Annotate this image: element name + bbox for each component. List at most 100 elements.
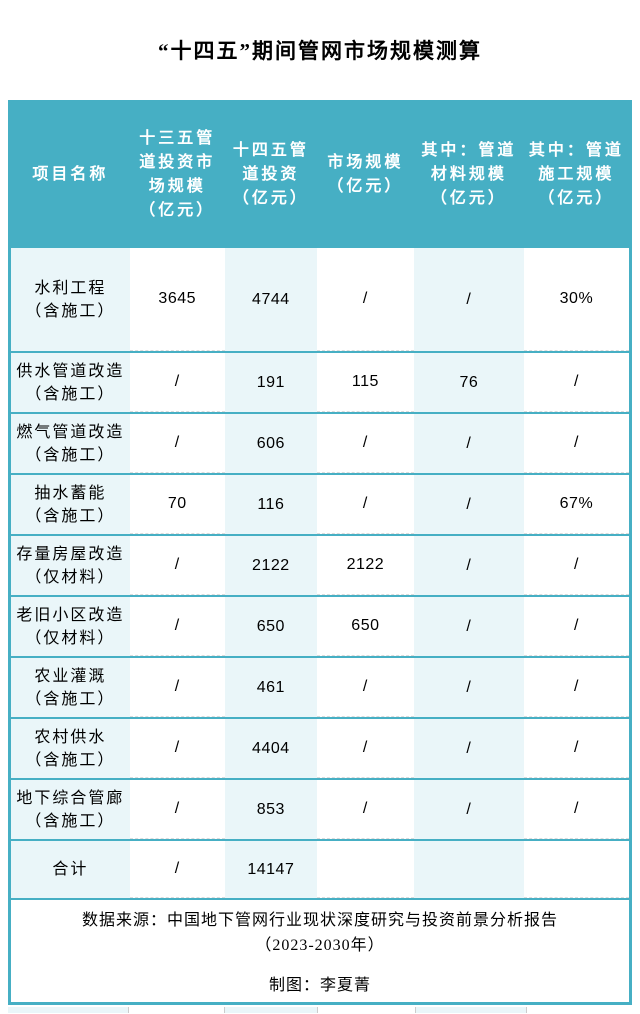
table-footer: 数据来源：中国地下管网行业现状深度研究与投资前景分析报告 （2023-2030年… — [11, 898, 629, 1002]
project-name: 老旧小区改造 — [16, 606, 125, 624]
column-header-market-scale: 市场规模 （亿元） — [327, 153, 404, 195]
value-cell: 853 — [224, 780, 317, 839]
column-header-construction-scale: 其中：管道 施工规模 （亿元） — [528, 141, 624, 207]
project-name: 水利工程 — [34, 279, 107, 297]
value-cell: / — [523, 597, 629, 656]
project-cell: 水利工程 （含施工） — [11, 248, 130, 351]
value-cell: / — [413, 248, 524, 351]
table-row: 老旧小区改造 （仅材料） / 650 650 / / — [11, 595, 629, 656]
value-cell: / — [523, 414, 629, 473]
value-cell: 191 — [224, 353, 317, 412]
value-cell — [413, 841, 524, 898]
value-cell: / — [523, 353, 629, 412]
project-cell: 存量房屋改造 （仅材料） — [11, 536, 130, 595]
value-cell — [316, 841, 414, 898]
value-cell: 70 — [129, 475, 225, 534]
credit-text: 制图：李夏菁 — [268, 976, 371, 994]
value-cell: 2122 — [224, 536, 317, 595]
project-name: 农村供水 — [34, 728, 107, 746]
table-row: 地下综合管廊 （含施工） / 853 / / / — [11, 778, 629, 839]
value-cell: / — [413, 414, 524, 473]
project-note: （含施工） — [25, 446, 116, 464]
project-cell: 农村供水 （含施工） — [11, 719, 130, 778]
project-cell: 供水管道改造 （含施工） — [11, 353, 130, 412]
project-cell: 地下综合管廊 （含施工） — [11, 780, 130, 839]
value-cell: / — [129, 658, 225, 717]
column-header-project: 项目名称 — [32, 165, 109, 183]
value-cell: / — [129, 536, 225, 595]
value-cell: 3645 — [129, 248, 225, 351]
project-note: （仅材料） — [25, 568, 116, 586]
value-cell: / — [129, 719, 225, 778]
value-cell: 115 — [316, 353, 414, 412]
table-header-row: 项目名称 十三五管 道投资市 场规模 （亿元） 十四五管 道投资 （亿元） 市场… — [11, 103, 629, 246]
project-name: 抽水蓄能 — [34, 484, 107, 502]
value-cell: / — [129, 597, 225, 656]
project-cell: 燃气管道改造 （含施工） — [11, 414, 130, 473]
project-name: 供水管道改造 — [16, 362, 125, 380]
project-cell: 抽水蓄能 （含施工） — [11, 475, 130, 534]
value-cell: 606 — [224, 414, 317, 473]
value-cell: / — [413, 536, 524, 595]
market-scale-table: 项目名称 十三五管 道投资市 场规模 （亿元） 十四五管 道投资 （亿元） 市场… — [8, 100, 632, 1005]
page-title: “十四五”期间管网市场规模测算 — [158, 39, 482, 63]
value-cell: 76 — [413, 353, 524, 412]
value-cell: / — [523, 719, 629, 778]
project-note: （含施工） — [25, 690, 116, 708]
table-row: 供水管道改造 （含施工） / 191 115 76 / — [11, 351, 629, 412]
value-cell: / — [523, 658, 629, 717]
value-cell: / — [316, 475, 414, 534]
sliver-cell — [316, 1007, 415, 1013]
project-cell: 农业灌溉 （含施工） — [11, 658, 130, 717]
value-cell: / — [316, 780, 414, 839]
project-name: 合计 — [52, 861, 89, 878]
project-note: （含施工） — [25, 302, 116, 320]
value-cell: 650 — [316, 597, 414, 656]
value-cell — [523, 841, 629, 898]
sliver-cell — [223, 1007, 317, 1013]
table-row: 燃气管道改造 （含施工） / 606 / / / — [11, 412, 629, 473]
value-cell: 14147 — [224, 841, 317, 898]
data-source-text: 数据来源：中国地下管网行业现状深度研究与投资前景分析报告 （2023-2030年… — [81, 911, 558, 954]
value-cell: / — [316, 719, 414, 778]
sliver-cell — [525, 1007, 632, 1013]
value-cell: / — [316, 658, 414, 717]
table-row: 水利工程 （含施工） 3645 4744 / / 30% — [11, 246, 629, 351]
value-cell: 4404 — [224, 719, 317, 778]
sliver-cell — [8, 1007, 128, 1013]
project-note: （仅材料） — [25, 629, 116, 647]
value-cell: / — [413, 597, 524, 656]
sliver-cell — [414, 1007, 526, 1013]
project-name: 燃气管道改造 — [16, 423, 125, 441]
value-cell: 4744 — [224, 248, 317, 351]
value-cell: 2122 — [316, 536, 414, 595]
value-cell: / — [129, 841, 225, 898]
table-row: 存量房屋改造 （仅材料） / 2122 2122 / / — [11, 534, 629, 595]
column-header-material-scale: 其中：管道 材料规模 （亿元） — [421, 141, 517, 207]
project-note: （含施工） — [25, 812, 116, 830]
value-cell: 30% — [523, 248, 629, 351]
project-name: 地下综合管廊 — [16, 789, 125, 807]
cropped-next-row-strip — [8, 1007, 632, 1013]
table-row: 抽水蓄能 （含施工） 70 116 / / 67% — [11, 473, 629, 534]
sliver-cell — [127, 1007, 224, 1013]
title-area: “十四五”期间管网市场规模测算 — [0, 0, 640, 100]
table-row: 农业灌溉 （含施工） / 461 / / / — [11, 656, 629, 717]
value-cell: / — [129, 353, 225, 412]
column-header-13th-investment: 十三五管 道投资市 场规模 （亿元） — [139, 129, 216, 219]
value-cell: / — [316, 414, 414, 473]
value-cell: / — [129, 780, 225, 839]
value-cell: 461 — [224, 658, 317, 717]
project-note: （含施工） — [25, 385, 116, 403]
value-cell: 116 — [224, 475, 317, 534]
project-note: （含施工） — [25, 751, 116, 769]
table-row-total: 合计 / 14147 — [11, 839, 629, 898]
value-cell: / — [413, 719, 524, 778]
project-cell: 老旧小区改造 （仅材料） — [11, 597, 130, 656]
project-cell: 合计 — [11, 841, 130, 898]
project-name: 农业灌溉 — [34, 667, 107, 685]
value-cell: / — [316, 248, 414, 351]
value-cell: / — [413, 475, 524, 534]
value-cell: / — [129, 414, 225, 473]
value-cell: / — [523, 780, 629, 839]
